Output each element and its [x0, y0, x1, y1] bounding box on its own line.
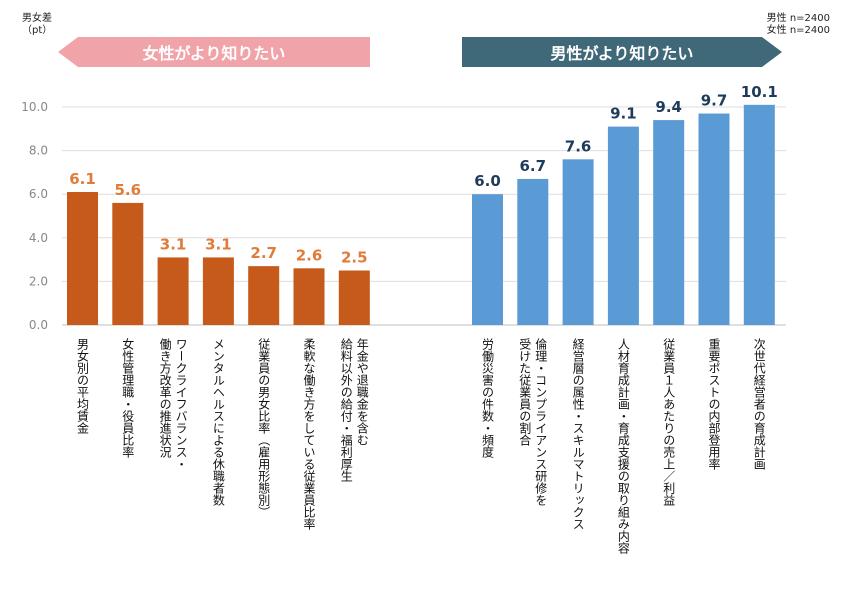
data-label: 9.4	[655, 98, 682, 116]
data-label: 7.6	[565, 137, 592, 155]
bar	[157, 257, 189, 325]
category-label: 経営層の属性・スキルマトリックス	[556, 338, 600, 598]
category-label: 倫理・コンプライアンス研修を 受けた従業員の割合	[511, 338, 555, 598]
category-label-line: 従業員１人あたりの売上／利益	[661, 338, 676, 506]
category-label: 女性管理職・役員比率	[106, 338, 150, 598]
category-label: 年金や退職金を含む 給料以外の給付・福利厚生	[332, 338, 376, 598]
bar	[743, 104, 775, 325]
category-label-line: 労働災害の件数・頻度	[480, 338, 495, 458]
bar	[338, 270, 370, 325]
category-label-line: 次世代経営者の育成計画	[752, 338, 767, 470]
category-label: 従業員１人あたりの売上／利益	[647, 338, 691, 598]
bar	[248, 266, 280, 325]
data-label: 6.0	[474, 172, 501, 190]
data-label: 6.7	[520, 157, 547, 175]
bar	[202, 257, 234, 325]
data-label: 3.1	[160, 235, 187, 253]
category-label-line: 給料以外の給付・福利厚生	[339, 338, 354, 482]
category-label: メンタルヘルスによる休職者数	[196, 338, 240, 598]
bar	[472, 194, 503, 325]
y-axis-label: 男女差 （pt）	[22, 13, 53, 36]
data-label: 2.5	[341, 249, 368, 267]
category-label-line: メンタルヘルスによる休職者数	[211, 338, 226, 506]
category-label: 男女別の平均賃金	[61, 338, 105, 598]
category-label: 人材育成計画・育成支援の取り組み内容	[601, 338, 645, 598]
category-label-line: 倫理・コンプライアンス研修を	[533, 338, 548, 506]
category-label-line: 従業員の男女比率（雇用形態別）	[256, 338, 271, 518]
category-label: ワークライフバランス・ 働き方改革の推進状況	[151, 338, 195, 598]
male-sample-size: 男性 n=2400	[766, 13, 830, 24]
category-label-line: 男女別の平均賃金	[75, 338, 90, 434]
female-banner-arrow: 女性がより知りたい	[58, 37, 370, 67]
category-label: 労働災害の件数・頻度	[466, 338, 510, 598]
category-label-line: 働き方改革の推進状況	[158, 338, 173, 458]
category-label: 従業員の男女比率（雇用形態別）	[242, 338, 286, 598]
data-label: 9.7	[701, 92, 728, 110]
y-tick-label: 10.0	[21, 100, 48, 114]
bar	[698, 113, 730, 325]
female-sample-size: 女性 n=2400	[766, 25, 830, 36]
category-label: 次世代経営者の育成計画	[737, 338, 781, 598]
category-label-line: 人材育成計画・育成支援の取り組み内容	[616, 338, 631, 554]
category-label-line: 経営層の属性・スキルマトリックス	[571, 338, 586, 530]
data-label: 10.1	[741, 83, 778, 101]
category-label-line: ワークライフバランス・	[174, 338, 189, 470]
category-label-line: 柔軟な働き方をしている従業員比率	[302, 338, 316, 530]
bar	[653, 120, 685, 325]
category-label-line: 年金や退職金を含む	[355, 338, 370, 446]
data-label: 2.7	[250, 244, 277, 262]
data-label: 2.6	[296, 246, 323, 264]
bar	[112, 202, 144, 325]
bar	[67, 192, 98, 325]
data-label: 5.6	[115, 181, 142, 199]
y-tick-label: 2.0	[29, 274, 48, 288]
category-label-line: 重要ポストの内部登用率	[707, 338, 721, 470]
data-label: 6.1	[69, 170, 96, 188]
sample-size-legend: 男性 n=2400 女性 n=2400	[767, 13, 830, 37]
male-banner-arrow: 男性がより知りたい	[462, 37, 782, 67]
bar	[517, 178, 549, 325]
y-tick-label: 8.0	[29, 144, 48, 158]
data-label: 9.1	[610, 105, 637, 123]
category-label-line: 女性管理職・役員比率	[120, 338, 135, 458]
y-tick-label: 0.0	[29, 318, 48, 332]
y-tick-label: 4.0	[29, 231, 48, 245]
bar	[293, 268, 325, 325]
category-label: 重要ポストの内部登用率	[692, 338, 736, 598]
category-label: 柔軟な働き方をしている従業員比率	[287, 338, 331, 598]
category-label-line: 受けた従業員の割合	[517, 338, 532, 446]
y-tick-label: 6.0	[29, 187, 48, 201]
bar	[562, 159, 594, 325]
data-label: 3.1	[205, 235, 232, 253]
bar	[607, 126, 639, 326]
